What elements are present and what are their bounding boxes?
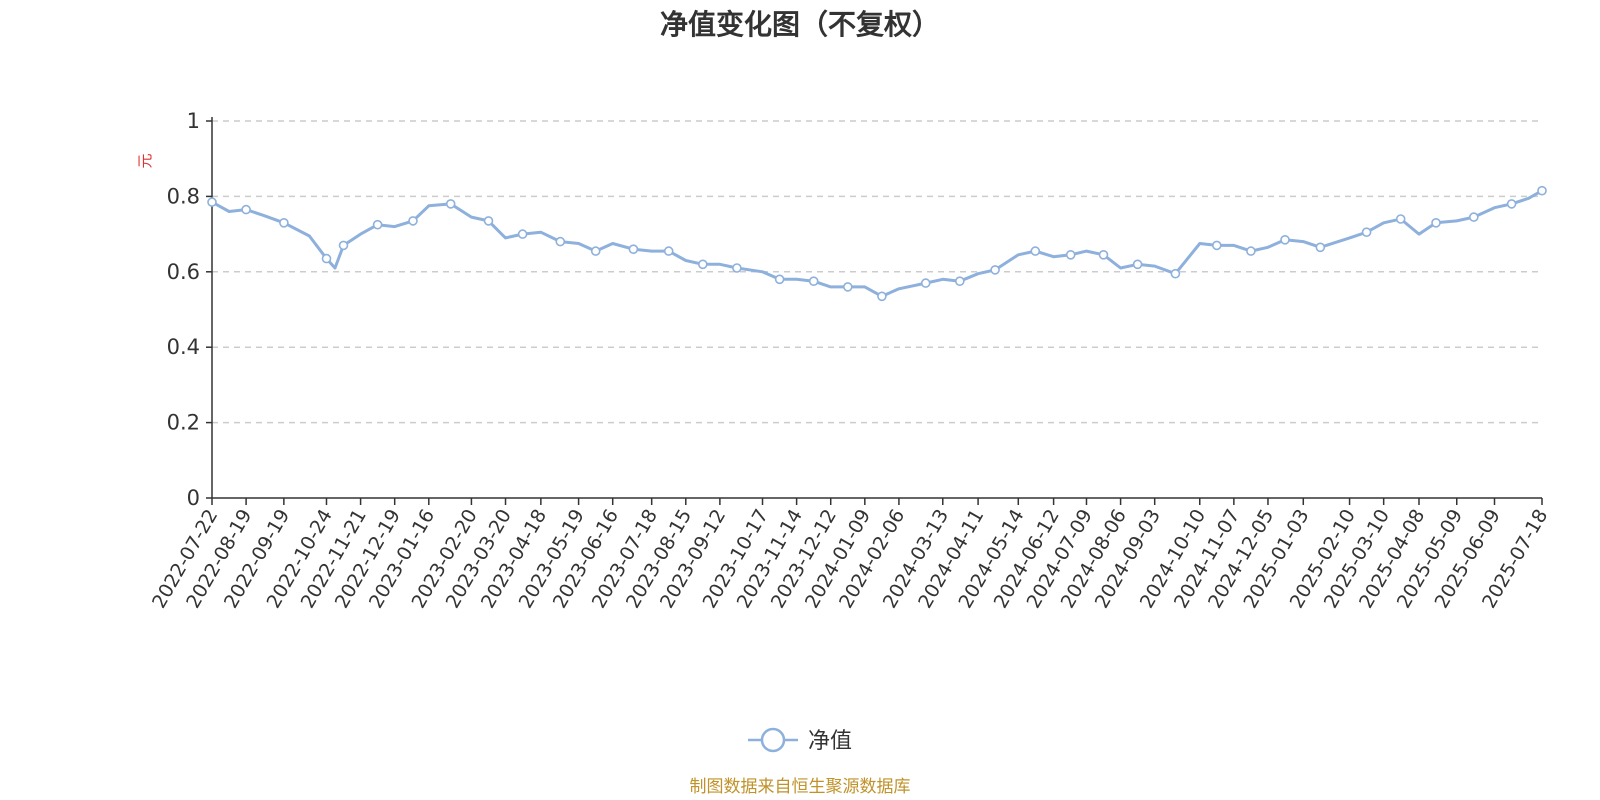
data-point: [842, 282, 853, 292]
data-point: [1098, 250, 1109, 260]
y-tick-label: 0.4: [167, 335, 200, 359]
data-point: [1469, 212, 1479, 222]
data-point: [517, 229, 528, 239]
data-point: [1132, 259, 1143, 270]
legend-marker-icon: [760, 727, 786, 753]
data-point: [408, 216, 418, 226]
data-point: [1537, 185, 1547, 196]
grid-lines: [212, 120, 1542, 424]
series-line: [211, 189, 1543, 298]
data-point: [663, 246, 674, 256]
y-tick-label: 0.8: [167, 184, 200, 208]
data-source-note: 制图数据来自恒生聚源数据库: [690, 777, 911, 797]
data-point: [241, 204, 251, 215]
y-tick-label: 1: [187, 109, 200, 133]
y-axis-unit-label: 元: [136, 153, 154, 168]
y-tick-label: 0.6: [167, 260, 200, 284]
data-point: [774, 274, 785, 285]
data-point: [1030, 246, 1041, 256]
data-point: [877, 291, 887, 302]
y-tick-label: 0.2: [167, 411, 200, 435]
data-point: [1431, 218, 1441, 228]
data-point: [590, 246, 601, 256]
data-point: [372, 219, 383, 230]
data-point: [1065, 250, 1076, 260]
legend-label: 净值: [808, 729, 852, 754]
data-point: [1246, 246, 1256, 256]
data-point: [321, 253, 332, 264]
data-point: [732, 263, 742, 273]
data-point: [483, 216, 494, 226]
series-layer: [207, 185, 1547, 302]
data-point: [207, 197, 217, 207]
data-point: [990, 265, 1000, 275]
chart-title: 净值变化图（不复权）: [660, 8, 940, 41]
data-point: [1170, 268, 1181, 279]
data-point: [1395, 214, 1406, 224]
data-point: [1506, 199, 1517, 209]
data-point: [808, 276, 819, 287]
data-point: [697, 259, 708, 270]
data-point: [338, 240, 349, 251]
data-point: [954, 276, 965, 287]
data-point: [1212, 240, 1222, 251]
axes: 00.20.40.60.812022-07-222022-08-192022-0…: [148, 109, 1552, 612]
data-point: [920, 278, 931, 288]
legend[interactable]: 净值: [748, 727, 852, 754]
data-point: [1280, 235, 1290, 245]
data-point: [1315, 242, 1326, 253]
data-point: [555, 236, 566, 247]
data-point: [445, 199, 456, 209]
y-tick-label: 0: [187, 486, 200, 510]
data-point: [628, 244, 639, 254]
data-point: [1361, 227, 1372, 237]
data-point: [279, 218, 289, 228]
